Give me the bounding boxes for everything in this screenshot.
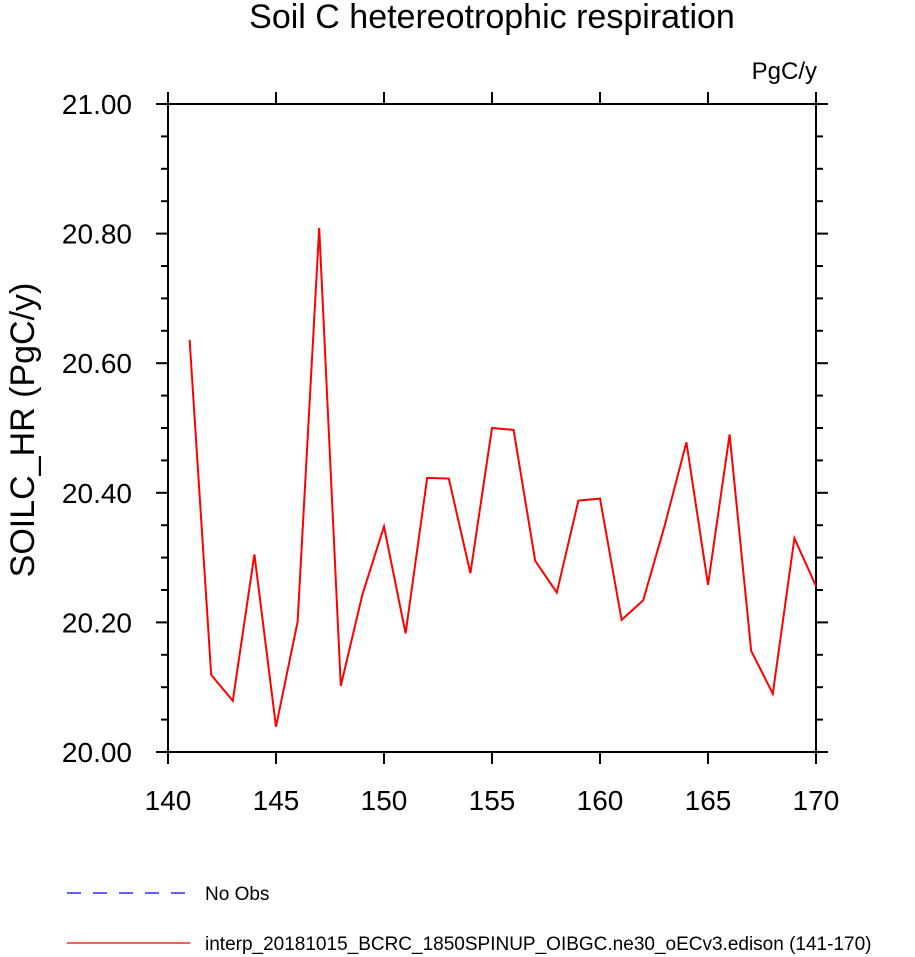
x-tick-label: 170 xyxy=(793,785,840,816)
legend: No Obs interp_20181015_BCRC_1850SPINUP_OI… xyxy=(67,884,871,955)
y-tick-label: 20.80 xyxy=(62,219,132,250)
y-tick-label: 20.60 xyxy=(62,348,132,379)
units-label: PgC/y xyxy=(752,58,817,85)
legend-label-1: interp_20181015_BCRC_1850SPINUP_OIBGC.ne… xyxy=(205,934,871,955)
y-tick-label: 21.00 xyxy=(62,89,132,120)
x-tick-label: 160 xyxy=(577,785,624,816)
x-tick-label: 155 xyxy=(469,785,516,816)
y-tick-label: 20.00 xyxy=(62,737,132,768)
x-tick-label: 140 xyxy=(145,785,192,816)
legend-label-0: No Obs xyxy=(205,884,269,905)
x-tick-label: 165 xyxy=(685,785,732,816)
y-axis-label: SOILC_HR (PgC/y) xyxy=(4,283,42,578)
y-tick-label: 20.20 xyxy=(62,607,132,638)
series-line-0 xyxy=(188,227,817,727)
plot-area xyxy=(167,103,817,753)
axis-ticks xyxy=(156,92,828,764)
axis-tick-labels: 140 145 150 155 160 165 170 20.00 20.20 20.40 20.6… xyxy=(62,89,839,816)
x-tick-label: 150 xyxy=(361,785,408,816)
chart-title: Soil C hetereotrophic respiration xyxy=(249,0,735,36)
y-tick-label: 20.40 xyxy=(62,478,132,509)
x-tick-label: 145 xyxy=(253,785,300,816)
